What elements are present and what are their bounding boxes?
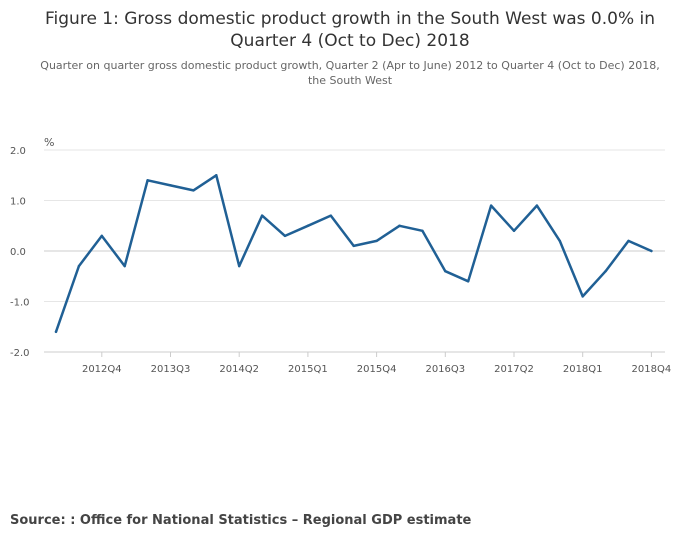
data-point: [306, 224, 310, 227]
line-chart: 2.0 1.0 0.0 -1.0 -2.0% 2012Q4 2013Q3 2014Q2 2015…: [10, 136, 672, 375]
data-point: [650, 249, 653, 253]
x-tick-label: 2018Q4: [632, 364, 672, 375]
source-note: Source: : Office for National Statistics…: [10, 513, 472, 528]
data-point: [489, 204, 493, 207]
data-point: [260, 214, 264, 217]
data-point: [535, 204, 539, 207]
data-point: [238, 264, 241, 268]
series-line: [54, 174, 653, 334]
y-tick-label: -2.0: [10, 348, 30, 359]
data-point: [352, 244, 355, 248]
data-point: [467, 280, 470, 283]
data-point: [146, 179, 149, 182]
chart-subtitle: Quarter on quarter gross domestic produc…: [40, 59, 660, 87]
y-tick-label: -1.0: [10, 298, 30, 309]
x-tick-label: 2013Q3: [151, 364, 191, 375]
data-point: [215, 174, 218, 177]
x-tick-label: 2014Q2: [219, 364, 259, 375]
y-tick-label: 1.0: [10, 197, 26, 208]
data-point: [329, 214, 332, 217]
data-point: [375, 239, 378, 243]
data-point: [77, 264, 81, 268]
data-point: [421, 229, 424, 232]
data-point: [558, 239, 561, 243]
x-tick-label: 2017Q2: [494, 364, 534, 375]
y-axis-label: %: [44, 136, 54, 149]
x-tick-label: 2015Q4: [357, 364, 397, 375]
data-point: [123, 264, 126, 268]
data-point: [627, 239, 630, 243]
data-point: [169, 184, 172, 187]
x-tick-label: 2015Q1: [288, 364, 328, 375]
data-point: [283, 234, 287, 238]
data-point: [398, 224, 401, 227]
x-tick-label: 2012Q4: [82, 364, 122, 375]
x-tick-label: 2018Q1: [563, 364, 603, 375]
chart-title: Figure 1: Gross domestic product growth …: [45, 9, 655, 51]
y-tick-label: 2.0: [10, 146, 26, 157]
data-point: [604, 270, 607, 273]
data-point: [444, 270, 447, 273]
data-point: [54, 330, 58, 333]
data-point: [192, 189, 195, 192]
y-tick-label: 0.0: [10, 247, 26, 258]
data-point: [581, 295, 584, 298]
x-tick-label: 2016Q3: [425, 364, 465, 375]
data-point: [512, 229, 516, 232]
data-point: [100, 234, 104, 238]
